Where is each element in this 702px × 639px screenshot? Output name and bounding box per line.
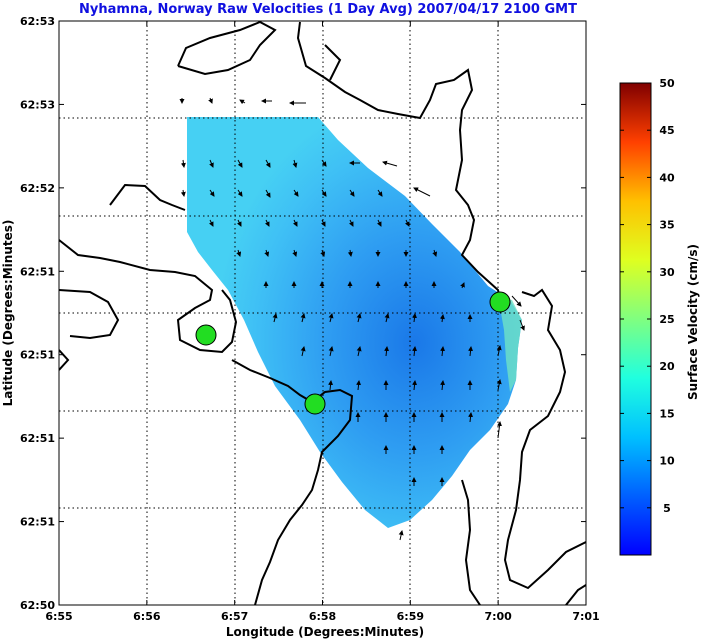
y-tick-label: 62:50 [20, 599, 55, 612]
colorbar-tick-label: 30 [659, 266, 675, 279]
x-tick-label: 6:59 [397, 610, 424, 623]
colorbar-tick-label: 10 [659, 455, 675, 468]
colorbar-tick-label: 5 [663, 502, 671, 515]
x-tick-label: 6:55 [45, 610, 72, 623]
x-tick-label: 7:00 [484, 610, 512, 623]
y-tick-label: 62:53 [20, 15, 55, 28]
colorbar-tick-label: 25 [659, 313, 674, 326]
y-axis: 62:50 62:51 62:51 62:51 62:51 62:52 62:53 62:53 [20, 15, 586, 612]
x-tick-label: 6:56 [133, 610, 161, 623]
y-axis-label: Latitude (Degrees:Minutes) [1, 220, 15, 407]
x-axis-label: Longitude (Degrees:Minutes) [226, 625, 424, 639]
coastline [59, 21, 586, 605]
chart-title: Nyhamna, Norway Raw Velocities (1 Day Av… [79, 2, 577, 17]
y-tick-label: 62:52 [20, 182, 55, 195]
colorbar-tick-label: 50 [659, 77, 675, 90]
x-tick-label: 7:01 [572, 610, 599, 623]
velocity-field [187, 117, 522, 528]
colorbar-tick-label: 20 [659, 360, 675, 373]
map-layer [59, 21, 586, 605]
colorbar-ticks: 5 10 15 20 25 30 35 40 45 50 [620, 77, 675, 515]
station-marker [195, 324, 217, 346]
current-vectors [179, 97, 525, 541]
gridlines [59, 21, 586, 605]
station-marker [304, 393, 326, 415]
y-tick-label: 62:51 [20, 349, 55, 362]
y-tick-label: 62:51 [20, 265, 55, 278]
colorbar [619, 82, 652, 556]
station-markers [195, 291, 511, 415]
colorbar-tick-label: 45 [659, 124, 674, 137]
colorbar-tick-label: 15 [659, 407, 674, 420]
y-tick-label: 62:53 [20, 98, 55, 111]
colorbar-tick-label: 40 [659, 171, 675, 184]
x-axis: 6:55 6:56 6:57 6:58 6:59 7:00 7:01 [45, 21, 600, 623]
colorbar-tick-label: 35 [659, 219, 674, 232]
colorbar-label: Surface Velocity (cm/s) [686, 244, 700, 400]
station-marker [489, 291, 511, 313]
x-tick-label: 6:57 [221, 610, 248, 623]
velocity-field-high [498, 296, 522, 392]
x-tick-label: 6:58 [309, 610, 336, 623]
y-tick-label: 62:51 [20, 516, 55, 529]
y-tick-label: 62:51 [20, 432, 55, 445]
